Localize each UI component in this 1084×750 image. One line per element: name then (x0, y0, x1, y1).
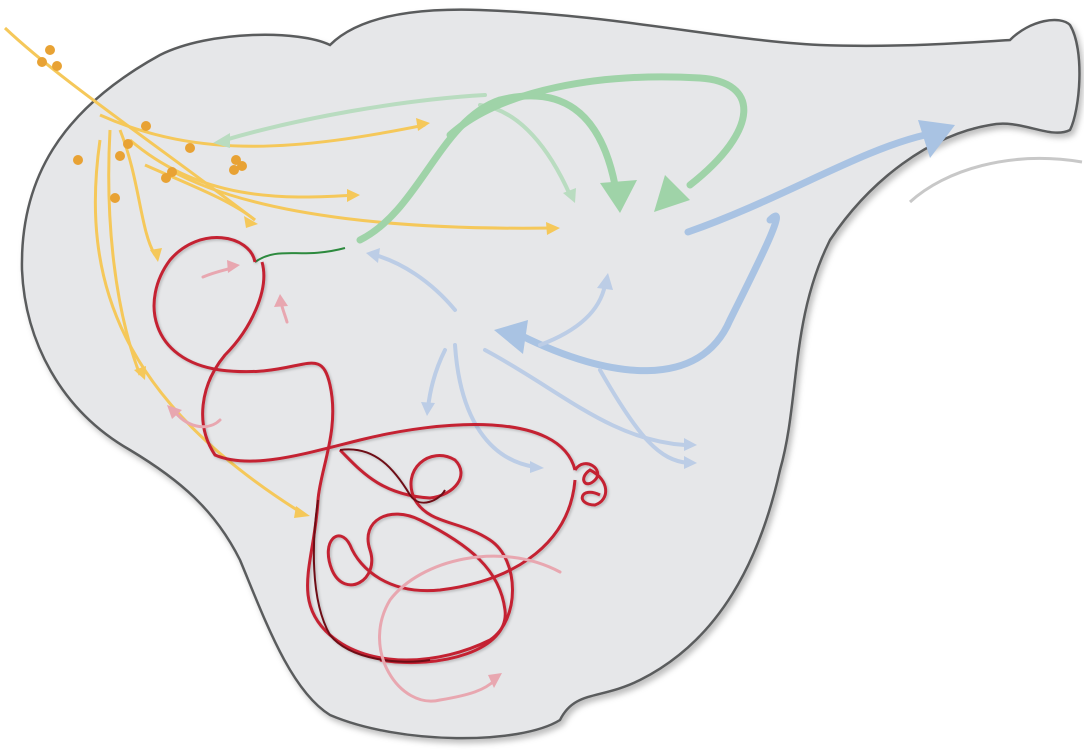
red-tangled-curve (152, 236, 608, 664)
outer-gray-curve (908, 156, 1083, 204)
yellow-arrow-7 (144, 163, 256, 222)
yellow-arrow-2 (129, 138, 356, 199)
yellow-arrow-3 (169, 168, 556, 230)
pink-arrowheads (167, 260, 502, 688)
blue-arrows (373, 131, 929, 469)
blue-arrowheads (366, 120, 955, 473)
blue-arrow-up (538, 283, 607, 347)
blue-arrow-return (516, 212, 780, 375)
blue-arrow-right-1 (483, 348, 687, 447)
blue-arrow-down-right (453, 343, 537, 469)
dark-green-line (254, 247, 346, 263)
orange-dots (37, 45, 247, 203)
yellow-arrow-1 (99, 113, 426, 148)
green-arrows (223, 73, 748, 244)
blue-arrow-right-2 (598, 368, 690, 465)
red-curve-dark (312, 499, 431, 663)
red-curve-right (573, 462, 608, 507)
green-arrow-left (223, 93, 487, 142)
yellow-arrowheads (134, 118, 560, 518)
pink-arrow-long (378, 554, 562, 703)
blue-arrow-exit (684, 131, 929, 236)
blue-arrow-upleft (373, 253, 457, 312)
main-region (20, 8, 1081, 740)
red-curve-loop-left (201, 261, 577, 471)
green-arrow-main (356, 92, 619, 244)
yellow-arrows (3, 26, 556, 517)
yellow-arrow-6 (93, 139, 306, 517)
pink-arrow-3 (173, 410, 222, 429)
green-arrow-loop (446, 73, 748, 189)
red-curve-lower (326, 479, 577, 664)
red-curve-dark-2 (339, 448, 446, 504)
red-curve-main (152, 236, 514, 662)
green-arrowheads (213, 133, 690, 213)
